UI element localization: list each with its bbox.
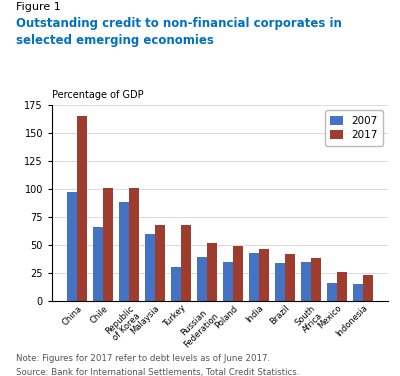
Bar — [301, 262, 311, 301]
Text: Source: Bank for International Settlements, Total Credit Statistics.: Source: Bank for International Settlemen… — [16, 368, 299, 376]
Bar — [275, 263, 285, 301]
Text: Percentage of GDP: Percentage of GDP — [52, 89, 144, 100]
Bar — [103, 188, 113, 301]
Bar — [223, 262, 233, 301]
Bar — [327, 283, 337, 301]
Bar — [93, 227, 103, 301]
Bar — [259, 249, 269, 301]
Legend: 2007, 2017: 2007, 2017 — [325, 111, 383, 146]
Text: Figure 1: Figure 1 — [16, 2, 61, 12]
Bar — [171, 267, 181, 301]
Bar — [197, 257, 207, 301]
Text: Note: Figures for 2017 refer to debt levels as of June 2017.: Note: Figures for 2017 refer to debt lev… — [16, 354, 270, 363]
Text: Outstanding credit to non-financial corporates in: Outstanding credit to non-financial corp… — [16, 17, 342, 30]
Bar — [155, 225, 165, 301]
Bar — [145, 234, 155, 301]
Bar — [207, 243, 217, 301]
Bar — [363, 275, 373, 301]
Bar — [233, 246, 243, 301]
Bar — [67, 193, 77, 301]
Text: selected emerging economies: selected emerging economies — [16, 34, 214, 47]
Bar — [337, 272, 347, 301]
Bar — [77, 117, 87, 301]
Bar — [181, 225, 191, 301]
Bar — [311, 258, 321, 301]
Bar — [285, 254, 295, 301]
Bar — [129, 188, 139, 301]
Bar — [119, 203, 129, 301]
Bar — [353, 284, 363, 301]
Bar — [249, 253, 259, 301]
